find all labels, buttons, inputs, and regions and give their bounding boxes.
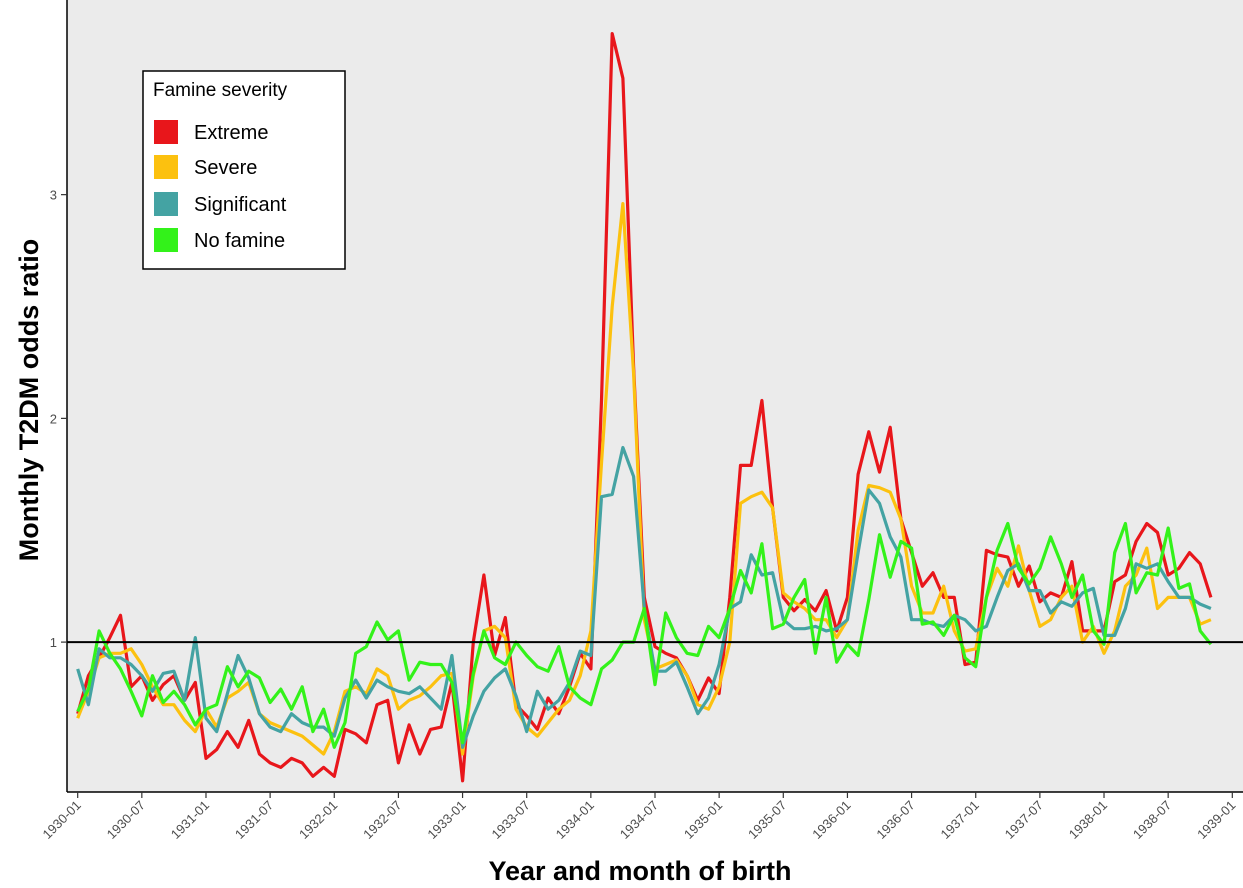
x-tick-label: 1938-01 (1066, 798, 1110, 842)
y-tick-label: 2 (50, 411, 57, 426)
legend-label-significant: Significant (194, 194, 287, 216)
x-axis-title: Year and month of birth (488, 856, 791, 886)
x-tick-label: 1937-01 (937, 798, 981, 842)
legend-label-severe: Severe (194, 157, 257, 179)
legend: Famine severity Extreme Severe Significa… (142, 70, 346, 270)
x-axis-ticks: 1930-01 1930-07 1931-01 1931-07 1932-01 1932-… (39, 792, 1238, 842)
y-tick-label: 3 (50, 188, 57, 203)
legend-swatch-no-famine (154, 228, 178, 252)
series-line-no-famine (76, 521, 1213, 749)
x-tick-label: 1939-01 (1194, 798, 1238, 842)
x-tick-label: 1932-01 (296, 798, 340, 842)
x-tick-label: 1938-07 (1130, 798, 1174, 842)
legend-swatch-significant (154, 192, 178, 216)
x-tick-label: 1936-01 (809, 798, 853, 842)
x-tick-label: 1931-01 (168, 798, 212, 842)
y-tick-label: 1 (50, 635, 57, 650)
x-tick-label: 1936-07 (873, 798, 917, 842)
x-tick-label: 1931-07 (232, 798, 276, 842)
x-tick-label: 1934-01 (553, 798, 597, 842)
y-axis-title: Monthly T2DM odds ratio (14, 239, 44, 561)
series-layer (76, 31, 1213, 783)
legend-swatch-severe (154, 155, 178, 179)
x-tick-label: 1935-07 (745, 798, 789, 842)
x-tick-label: 1933-07 (488, 798, 532, 842)
x-tick-label: 1935-01 (681, 798, 725, 842)
x-tick-label: 1934-07 (617, 798, 661, 842)
legend-swatch-extreme (154, 120, 178, 144)
y-axis-ticks: 1 2 3 (50, 188, 67, 650)
legend-title: Famine severity (153, 80, 288, 101)
legend-label-extreme: Extreme (194, 122, 268, 144)
x-tick-label: 1930-01 (39, 798, 83, 842)
legend-label-no-famine: No famine (194, 230, 285, 252)
x-tick-label: 1932-07 (360, 798, 404, 842)
x-tick-label: 1930-07 (104, 798, 148, 842)
x-tick-label: 1937-07 (1002, 798, 1046, 842)
x-tick-label: 1933-01 (424, 798, 468, 842)
